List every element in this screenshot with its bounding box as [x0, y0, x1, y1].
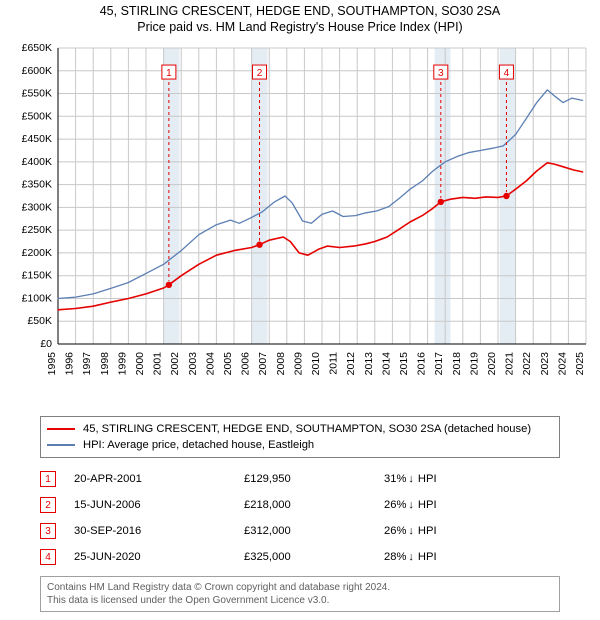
svg-text:2022: 2022	[521, 352, 533, 376]
svg-text:2007: 2007	[257, 352, 269, 376]
chart-title-block: 45, STIRLING CRESCENT, HEDGE END, SOUTHA…	[0, 0, 600, 35]
footer-line-2: This data is licensed under the Open Gov…	[47, 594, 553, 607]
svg-text:2008: 2008	[275, 352, 287, 376]
down-arrow-icon: ↓	[408, 500, 414, 511]
legend-item: HPI: Average price, detached house, East…	[47, 437, 553, 453]
sales-row: 1 20-APR-2001£129,95031%↓HPI	[40, 466, 560, 492]
sale-price: £129,950	[244, 473, 384, 485]
svg-text:£150K: £150K	[22, 270, 52, 282]
down-arrow-icon: ↓	[408, 474, 414, 485]
svg-text:£600K: £600K	[22, 65, 52, 77]
svg-text:£200K: £200K	[22, 247, 52, 259]
chart-subtitle: Price paid vs. HM Land Registry's House …	[0, 20, 600, 36]
sale-date: 30-SEP-2016	[74, 525, 244, 537]
down-arrow-icon: ↓	[408, 552, 414, 563]
svg-text:£400K: £400K	[22, 156, 52, 168]
svg-text:2005: 2005	[222, 352, 234, 376]
sale-date: 25-JUN-2020	[74, 551, 244, 563]
svg-text:2023: 2023	[539, 352, 551, 376]
sale-diff: 26%↓HPI	[384, 525, 524, 537]
svg-text:2018: 2018	[451, 352, 463, 376]
sale-marker-icon: 1	[40, 471, 56, 487]
svg-text:2000: 2000	[134, 352, 146, 376]
svg-text:£0: £0	[40, 338, 52, 350]
svg-text:2012: 2012	[345, 352, 357, 376]
svg-text:1999: 1999	[116, 352, 128, 376]
svg-text:2020: 2020	[486, 352, 498, 376]
svg-text:2009: 2009	[292, 352, 304, 376]
svg-text:2004: 2004	[204, 352, 216, 376]
svg-text:2002: 2002	[169, 352, 181, 376]
svg-text:2013: 2013	[363, 352, 375, 376]
svg-text:£550K: £550K	[22, 88, 52, 100]
sale-price: £218,000	[244, 499, 384, 511]
legend-item: 45, STIRLING CRESCENT, HEDGE END, SOUTHA…	[47, 421, 553, 437]
svg-text:£300K: £300K	[22, 201, 52, 213]
svg-text:£650K: £650K	[22, 42, 52, 54]
legend-label: HPI: Average price, detached house, East…	[83, 439, 314, 451]
footer-line-1: Contains HM Land Registry data © Crown c…	[47, 581, 553, 594]
svg-text:2006: 2006	[240, 352, 252, 376]
svg-text:1996: 1996	[64, 352, 76, 376]
sale-diff: 28%↓HPI	[384, 551, 524, 563]
svg-text:2025: 2025	[574, 352, 586, 376]
svg-text:£500K: £500K	[22, 110, 52, 122]
svg-text:£350K: £350K	[22, 179, 52, 191]
svg-text:2010: 2010	[310, 352, 322, 376]
svg-text:£450K: £450K	[22, 133, 52, 145]
legend-label: 45, STIRLING CRESCENT, HEDGE END, SOUTHA…	[83, 423, 531, 435]
svg-text:2016: 2016	[416, 352, 428, 376]
sale-price: £312,000	[244, 525, 384, 537]
sale-date: 20-APR-2001	[74, 473, 244, 485]
svg-text:2017: 2017	[433, 352, 445, 376]
svg-text:2014: 2014	[380, 352, 392, 376]
sale-marker-icon: 4	[40, 549, 56, 565]
footer-attribution: Contains HM Land Registry data © Crown c…	[40, 576, 560, 612]
svg-text:2003: 2003	[187, 352, 199, 376]
sale-marker-icon: 3	[40, 523, 56, 539]
sales-table: 120-APR-2001£129,95031%↓HPI215-JUN-2006£…	[40, 466, 560, 570]
legend-swatch	[47, 444, 75, 446]
chart-title: 45, STIRLING CRESCENT, HEDGE END, SOUTHA…	[0, 4, 600, 20]
svg-text:£50K: £50K	[27, 315, 52, 327]
svg-text:3: 3	[438, 68, 444, 79]
svg-text:1998: 1998	[99, 352, 111, 376]
sale-price: £325,000	[244, 551, 384, 563]
svg-text:2015: 2015	[398, 352, 410, 376]
line-chart: £0 £50K £100K £150K £200K £250K £300K £350K £400…	[8, 42, 592, 402]
svg-text:2011: 2011	[328, 352, 340, 375]
svg-text:1: 1	[166, 68, 172, 79]
legend-swatch	[47, 428, 75, 430]
svg-text:2021: 2021	[504, 352, 516, 376]
svg-text:2024: 2024	[556, 352, 568, 376]
sale-marker-icon: 2	[40, 497, 56, 513]
svg-text:4: 4	[504, 68, 510, 79]
svg-text:2001: 2001	[152, 352, 164, 376]
svg-text:1995: 1995	[46, 352, 58, 376]
svg-text:2: 2	[257, 68, 263, 79]
down-arrow-icon: ↓	[408, 526, 414, 537]
legend: 45, STIRLING CRESCENT, HEDGE END, SOUTHA…	[40, 416, 560, 458]
sales-row: 4 25-JUN-2020£325,00028%↓HPI	[40, 544, 560, 570]
svg-text:2019: 2019	[468, 352, 480, 376]
sales-row: 2 15-JUN-2006£218,00026%↓HPI	[40, 492, 560, 518]
svg-text:£100K: £100K	[22, 292, 52, 304]
sale-diff: 31%↓HPI	[384, 473, 524, 485]
chart-area: £0 £50K £100K £150K £200K £250K £300K £350K £400…	[8, 42, 592, 402]
svg-text:1997: 1997	[81, 352, 93, 376]
svg-text:£250K: £250K	[22, 224, 52, 236]
sale-diff: 26%↓HPI	[384, 499, 524, 511]
sales-row: 3 30-SEP-2016£312,00026%↓HPI	[40, 518, 560, 544]
sale-date: 15-JUN-2006	[74, 499, 244, 511]
